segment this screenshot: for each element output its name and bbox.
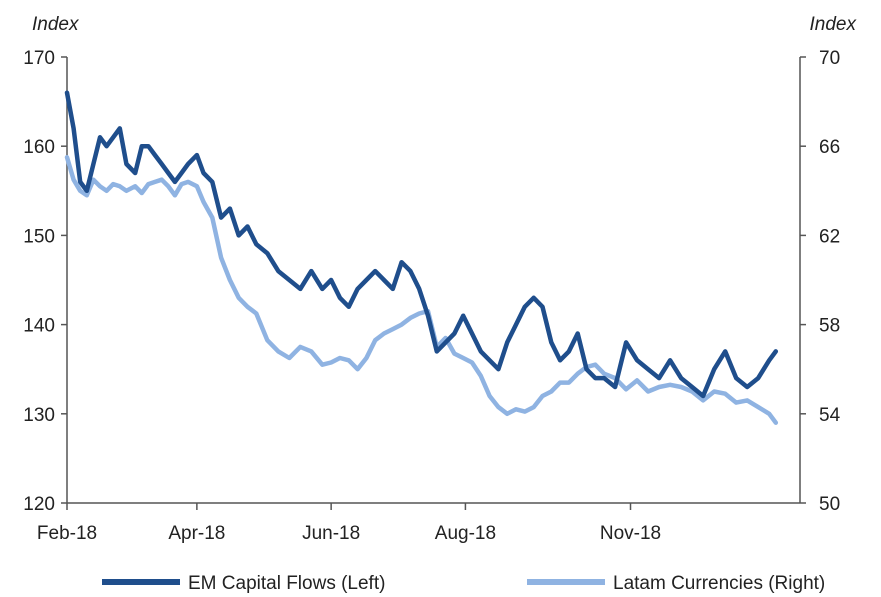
y-left-tick-label: 160 — [23, 137, 55, 158]
y-right-tick-labels: 50 54 58 62 66 70 — [800, 48, 841, 515]
legend-label: EM Capital Flows (Left) — [188, 573, 385, 594]
y-right-tick-label: 70 — [819, 48, 840, 69]
x-tick-label: Apr-18 — [168, 523, 225, 544]
y-right-tick-label: 62 — [819, 226, 840, 247]
series-line-latam-currencies — [64, 155, 779, 425]
x-tick-label: Aug-18 — [435, 523, 496, 544]
legend: EM Capital Flows (Left) Latam Currencies … — [102, 573, 825, 594]
y-left-tick-label: 140 — [23, 316, 55, 337]
y-left-tick-label: 120 — [23, 494, 55, 515]
y-left-tick-label: 170 — [23, 48, 55, 69]
y-left-tick-label: 150 — [23, 226, 55, 247]
y-right-tick-label: 58 — [819, 316, 840, 337]
x-tick-label: Nov-18 — [600, 523, 661, 544]
series-line-em-capital-flows — [64, 90, 779, 399]
series-lines — [64, 90, 779, 425]
legend-label: Latam Currencies (Right) — [613, 573, 825, 594]
y-right-tick-label: 50 — [819, 494, 840, 515]
x-tick-label: Feb-18 — [37, 523, 97, 544]
y-right-tick-label: 66 — [819, 137, 840, 158]
x-tick-labels: Feb-18 Apr-18 Jun-18 Aug-18 Nov-18 — [37, 503, 661, 544]
y-right-axis-title: Index — [810, 14, 858, 35]
y-left-tick-labels: 120 130 140 150 160 170 — [23, 48, 67, 515]
y-left-axis-title: Index — [32, 14, 80, 35]
y-right-tick-label: 54 — [819, 405, 841, 426]
y-left-tick-label: 130 — [23, 405, 55, 426]
x-tick-label: Jun-18 — [302, 523, 360, 544]
